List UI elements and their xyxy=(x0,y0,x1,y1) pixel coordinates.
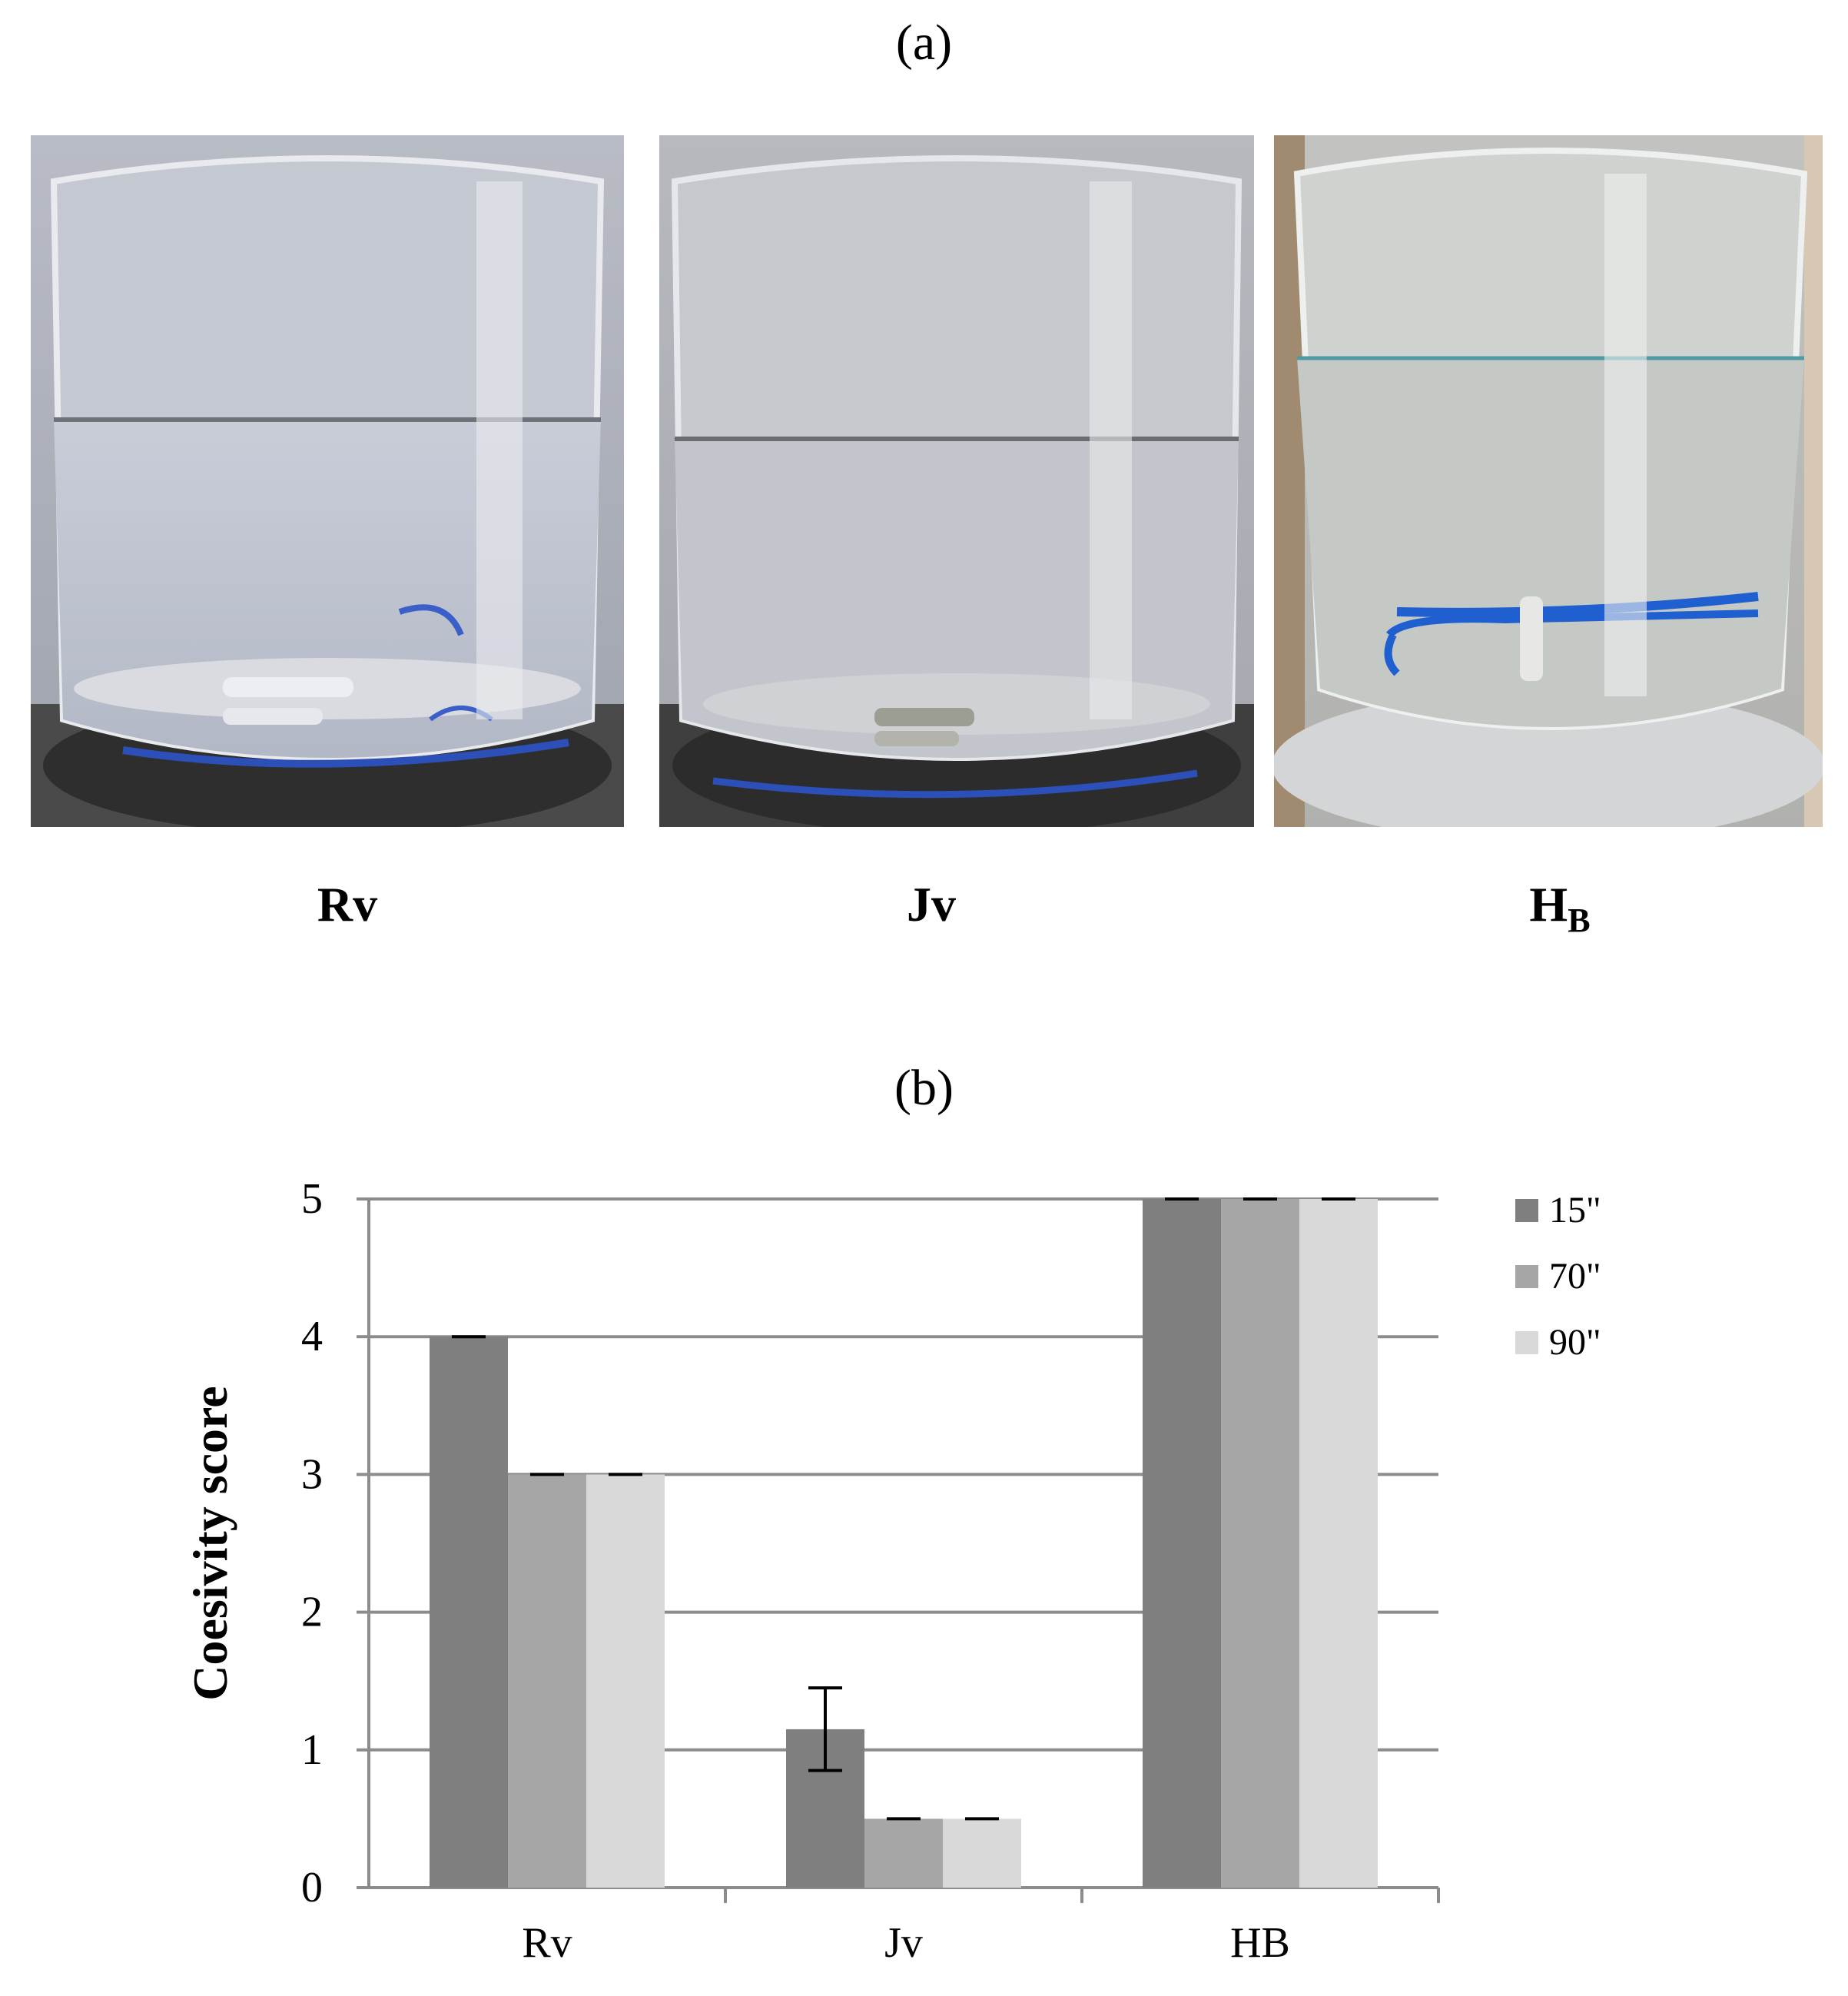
bar xyxy=(508,1474,586,1888)
beaker-photo-jv xyxy=(659,135,1254,827)
bar xyxy=(1299,1199,1378,1888)
y-tick-label: 1 xyxy=(301,1726,323,1774)
photo-caption-main: Jv xyxy=(907,877,956,932)
y-tick-label: 0 xyxy=(301,1864,323,1911)
legend-label: 70" xyxy=(1549,1256,1601,1297)
y-tick-label: 2 xyxy=(301,1589,323,1636)
bar xyxy=(430,1337,508,1888)
beaker-photo-rv xyxy=(31,135,624,827)
x-tick-label: Rv xyxy=(522,1919,572,1967)
photo-caption-jv: Jv xyxy=(778,876,1085,933)
photo-caption-rv: Rv xyxy=(194,876,501,933)
bar xyxy=(1143,1199,1221,1888)
bar xyxy=(1221,1199,1299,1888)
photo-caption-main: Rv xyxy=(317,877,378,932)
y-tick-label: 5 xyxy=(301,1175,323,1223)
legend-label: 15" xyxy=(1549,1190,1601,1230)
bar xyxy=(943,1818,1021,1888)
legend-swatch xyxy=(1515,1199,1538,1222)
bar xyxy=(864,1818,943,1888)
panel-b-label: (b) xyxy=(894,1060,954,1116)
photo-caption-main: H xyxy=(1529,877,1568,932)
photo-caption-hb: HB xyxy=(1406,876,1714,939)
panel-a-label: (a) xyxy=(895,15,953,71)
y-tick-label: 3 xyxy=(301,1450,323,1498)
legend-swatch xyxy=(1515,1265,1538,1288)
beaker-photo-hb xyxy=(1274,135,1823,827)
legend-swatch xyxy=(1515,1331,1538,1354)
x-tick-label: Jv xyxy=(884,1919,923,1967)
y-tick-label: 4 xyxy=(301,1313,323,1360)
bar-chart: 0 1 2 3 4 5 Rv Jv HB Coesivity score 15" 70" 90" xyxy=(183,1175,1601,1967)
x-tick-label: HB xyxy=(1230,1919,1290,1967)
bar xyxy=(586,1474,665,1888)
photo-caption-subscript: B xyxy=(1568,902,1591,939)
y-axis-label: Coesivity score xyxy=(183,1386,237,1700)
legend-label: 90" xyxy=(1549,1322,1601,1363)
